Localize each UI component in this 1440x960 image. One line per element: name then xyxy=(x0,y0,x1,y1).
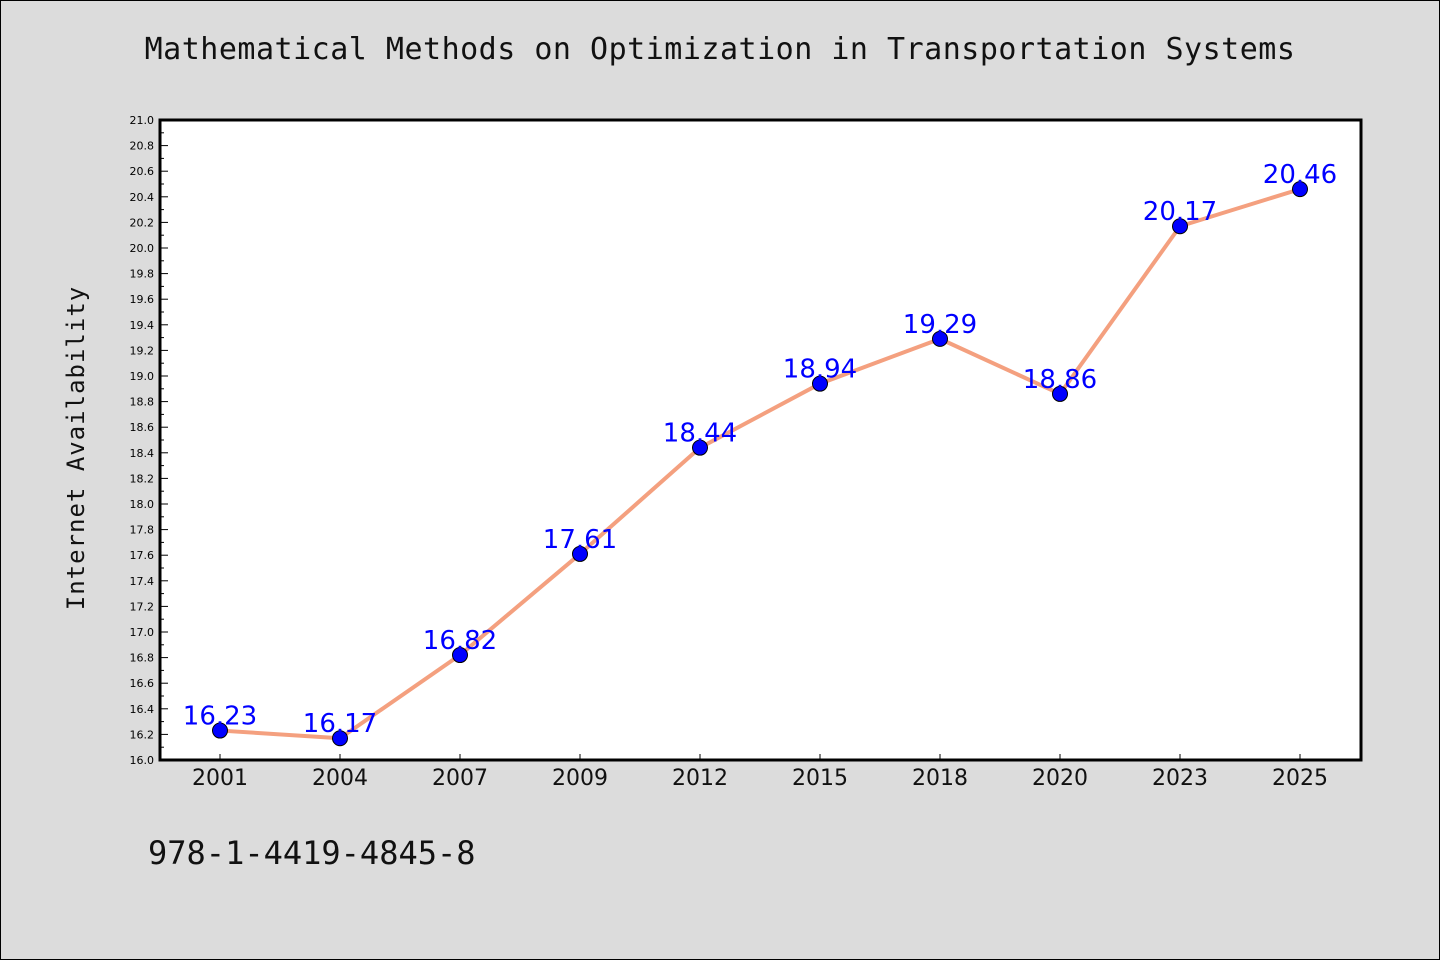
data-label: 19.29 xyxy=(903,310,977,340)
y-tick-label: 18.0 xyxy=(130,498,155,511)
y-tick-label: 20.8 xyxy=(130,140,155,153)
x-tick-label: 2004 xyxy=(312,766,368,791)
data-point-marker xyxy=(1052,385,1068,402)
data-point-marker xyxy=(1172,218,1188,235)
y-tick-label: 19.6 xyxy=(130,293,155,306)
x-tick-label: 2015 xyxy=(792,766,848,791)
y-tick-label: 19.4 xyxy=(130,319,155,332)
y-tick-label: 20.6 xyxy=(130,165,155,178)
data-label: 16.17 xyxy=(303,709,377,739)
y-tick-label: 19.8 xyxy=(130,268,155,281)
x-tick-label: 2018 xyxy=(912,766,968,791)
x-tick-label: 2025 xyxy=(1272,766,1328,791)
y-tick-label: 17.0 xyxy=(130,626,155,639)
data-label: 20.17 xyxy=(1143,197,1217,227)
y-tick-label: 19.0 xyxy=(130,370,155,383)
series-line xyxy=(219,187,1301,741)
chart-title: Mathematical Methods on Optimization in … xyxy=(144,32,1296,67)
data-point-marker xyxy=(932,330,948,347)
y-axis-ticks: 16.0 16.2 16.4 16.6 16.8 17.0 17.2 17.4 17.6 17.8… xyxy=(130,114,168,767)
data-point-marker xyxy=(332,730,348,747)
data-label: 18.94 xyxy=(783,355,857,385)
data-label: 16.82 xyxy=(423,626,497,656)
x-tick-label: 2007 xyxy=(432,766,488,791)
plot-area xyxy=(158,118,1363,762)
x-tick-label: 2020 xyxy=(1032,766,1088,791)
y-tick-label: 16.6 xyxy=(130,677,155,690)
y-tick-label: 16.4 xyxy=(130,703,155,716)
y-tick-label: 21.0 xyxy=(130,114,155,127)
y-tick-label: 20.2 xyxy=(130,216,155,229)
data-point-marker xyxy=(812,375,828,392)
y-tick-label: 17.6 xyxy=(130,549,155,562)
data-point-marker xyxy=(212,722,228,739)
y-tick-label: 18.6 xyxy=(130,421,155,434)
x-tick-label: 2001 xyxy=(192,766,248,791)
x-tick-label: 2023 xyxy=(1152,766,1208,791)
data-label: 16.23 xyxy=(183,702,257,732)
data-point-marker xyxy=(692,439,708,456)
data-point-marker xyxy=(572,545,588,562)
data-label: 18.44 xyxy=(663,419,737,449)
isbn-footer: 978-1-4419-4845-8 xyxy=(148,834,476,872)
y-tick-label: 17.8 xyxy=(130,524,155,537)
y-tick-label: 17.4 xyxy=(130,575,155,588)
data-point-marker xyxy=(452,647,468,664)
y-tick-label: 18.4 xyxy=(130,447,155,460)
x-tick-label: 2012 xyxy=(672,766,728,791)
data-labels-group: 16.23 16.17 16.82 17.61 18.44 18.94 19.29 18.86… xyxy=(183,160,1337,739)
y-tick-label: 16.8 xyxy=(130,652,155,665)
series-group xyxy=(212,181,1308,747)
y-tick-label: 19.2 xyxy=(130,344,155,357)
y-tick-label: 20.0 xyxy=(130,242,155,255)
data-label: 18.86 xyxy=(1023,365,1097,395)
x-axis-ticks: 2001 2004 2007 2009 2012 2015 2018 2020 2023 2025 xyxy=(192,754,1328,791)
y-tick-label: 20.4 xyxy=(130,191,155,204)
y-tick-label: 16.0 xyxy=(130,754,155,767)
y-tick-label: 17.2 xyxy=(130,600,155,613)
data-point-marker xyxy=(1292,181,1308,198)
y-tick-label: 18.2 xyxy=(130,472,155,485)
y-tick-label: 18.8 xyxy=(130,396,155,409)
data-label: 20.46 xyxy=(1263,160,1337,190)
x-tick-label: 2009 xyxy=(552,766,608,791)
data-label: 17.61 xyxy=(543,525,617,555)
y-tick-label: 16.2 xyxy=(130,728,155,741)
